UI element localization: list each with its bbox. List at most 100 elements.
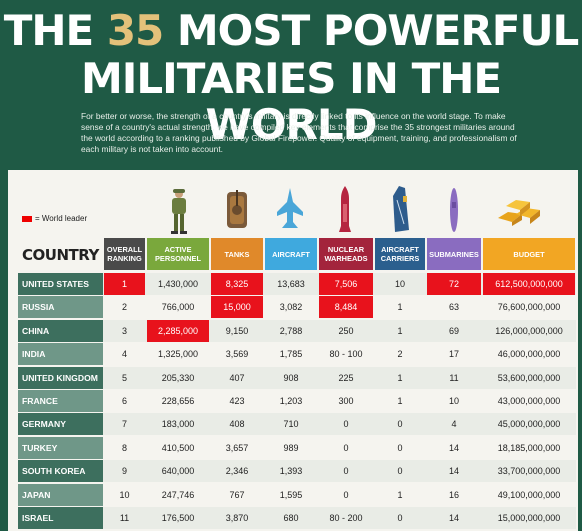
title-line-2: MILITARIES IN THE WORLD: [80, 54, 502, 149]
cell-submarines: 72: [427, 273, 481, 295]
cell-overall-ranking: 3: [121, 325, 127, 336]
cell-nuclear-warheads: 8,484: [319, 296, 373, 319]
table-row: UNITED STATES 1 1,430,000 8,325 13,683 7,506 1…: [18, 273, 576, 295]
table-row: UNITED KINGDOM 5 205,330 407 908 225 1 11 53,600…: [18, 366, 576, 389]
cell-budget: 18,185,000,000: [497, 442, 561, 453]
cell-active-personnel: 205,330: [161, 372, 195, 383]
cell-budget: 126,000,000,000: [495, 325, 563, 336]
cell-aircraft-carriers: 2: [397, 349, 403, 360]
cell-budget: 49,100,000,000: [497, 489, 561, 500]
table-row: TURKEY 8 410,500 3,657 989 0 0 14 18,185,000,000: [18, 436, 576, 459]
cell-submarines: 10: [448, 396, 459, 406]
cell-aircraft: 3,082: [279, 302, 303, 313]
cell-aircraft-carriers: 1: [397, 372, 403, 383]
country-name: SOUTH KOREA: [18, 460, 103, 483]
cell-aircraft-carriers: 10: [394, 279, 405, 289]
cell-aircraft: 989: [283, 442, 299, 453]
legend-label: = World leader: [35, 214, 88, 223]
cell-aircraft: 680: [283, 513, 299, 523]
country-name: FRANCE: [18, 390, 103, 412]
cell-budget: 76,600,000,000: [497, 302, 561, 313]
cell-submarines: 17: [448, 349, 459, 360]
cell-active-personnel: 2,285,000: [147, 319, 209, 342]
country-name: INDIA: [18, 343, 103, 366]
cell-aircraft: 1,203: [279, 396, 303, 406]
cell-active-personnel: 1,325,000: [157, 349, 199, 360]
table-row: JAPAN 10 247,746 767 1,595 0 1 16 49,100,000,000: [18, 483, 576, 506]
cell-overall-ranking: 7: [121, 419, 127, 430]
cell-overall-ranking: 2: [121, 302, 127, 313]
cell-submarines: 69: [448, 325, 459, 336]
description: For better or worse, the strength of a c…: [81, 111, 517, 154]
table-row: ISRAEL 11 176,500 3,870 680 80 - 200 0 14 15,000…: [18, 507, 576, 529]
cell-submarines: 4: [451, 419, 457, 430]
cell-active-personnel: 228,656: [161, 396, 195, 406]
cell-tanks: 9,150: [225, 325, 249, 336]
cell-aircraft-carriers: 0: [397, 466, 403, 477]
cell-nuclear-warheads: 300: [338, 396, 354, 406]
country-name: CHINA: [18, 319, 103, 342]
cell-budget: 15,000,000,000: [497, 513, 561, 523]
cell-budget: 46,000,000,000: [497, 349, 561, 360]
cell-tanks: 15,000: [211, 296, 263, 319]
country-name: RUSSIA: [18, 296, 103, 319]
title-line-1: THE 35 MOST POWERFUL: [3, 6, 580, 55]
cell-overall-ranking: 11: [119, 513, 130, 523]
cell-active-personnel: 640,000: [161, 466, 195, 477]
cell-nuclear-warheads: 0: [343, 442, 349, 453]
column-header-aircraft: AIRCRAFT: [265, 238, 317, 270]
cell-nuclear-warheads: 225: [338, 372, 354, 383]
cell-aircraft-carriers: 1: [397, 325, 403, 336]
cell-active-personnel: 183,000: [161, 419, 195, 430]
cell-aircraft: 2,788: [279, 325, 303, 336]
cell-nuclear-warheads: 0: [343, 466, 349, 477]
cell-submarines: 16: [448, 489, 459, 500]
cell-aircraft-carriers: 1: [397, 396, 403, 406]
warhead-icon: [339, 186, 351, 232]
cell-budget: 33,700,000,000: [497, 466, 561, 477]
cell-aircraft: 13,683: [277, 279, 305, 289]
cell-aircraft-carriers: 0: [397, 419, 403, 430]
cell-budget: 43,000,000,000: [497, 396, 561, 406]
table-row: FRANCE 6 228,656 423 1,203 300 1 10 43,000,000,0…: [18, 390, 576, 412]
cell-aircraft-carriers: 1: [397, 302, 403, 313]
column-header-aircraft-carriers: AIRCRAFT CARRIERS: [375, 238, 425, 270]
cell-submarines: 63: [448, 302, 459, 313]
cell-aircraft-carriers: 0: [397, 442, 403, 453]
cell-nuclear-warheads: 250: [338, 325, 354, 336]
cell-tanks: 8,325: [211, 273, 263, 295]
cell-budget: 612,500,000,000: [483, 273, 575, 295]
table-row: SOUTH KOREA 9 640,000 2,346 1,393 0 0 14 33,700,…: [18, 460, 576, 483]
header: THE 35 MOST POWERFUL MILITARIES IN THE W…: [0, 0, 582, 170]
table-row: INDIA 4 1,325,000 3,569 1,785 80 - 100 2 17 46,0…: [18, 343, 576, 366]
cell-tanks: 407: [229, 372, 245, 383]
cell-aircraft: 1,393: [279, 466, 303, 477]
cell-overall-ranking: 8: [121, 442, 127, 453]
cell-overall-ranking: 4: [121, 349, 127, 360]
column-header-active-personnel: ACTIVE PERSONNEL: [147, 238, 209, 270]
country-name: UNITED STATES: [18, 273, 103, 295]
cell-tanks: 3,657: [225, 442, 249, 453]
cell-nuclear-warheads: 7,506: [319, 273, 373, 295]
gold-bars-icon: [498, 200, 540, 226]
country-name: GERMANY: [18, 413, 103, 436]
carrier-icon: [393, 186, 409, 232]
cell-overall-ranking: 6: [121, 396, 127, 406]
cell-nuclear-warheads: 80 - 200: [329, 513, 363, 523]
cell-tanks: 423: [229, 396, 245, 406]
country-name: TURKEY: [18, 436, 103, 459]
country-header: COUNTRY: [22, 246, 99, 264]
cell-tanks: 2,346: [225, 466, 249, 477]
cell-tanks: 767: [229, 489, 245, 500]
cell-overall-ranking: 10: [119, 489, 130, 500]
tank-icon: [227, 190, 247, 228]
cell-nuclear-warheads: 0: [343, 419, 349, 430]
column-header-nuclear-warheads: NUCLEAR WARHEADS: [319, 238, 373, 270]
column-header-tanks: TANKS: [211, 238, 263, 270]
column-header-budget: BUDGET: [483, 238, 575, 270]
cell-budget: 45,000,000,000: [497, 419, 561, 430]
column-header-overall-ranking: OVERALL RANKING: [104, 238, 145, 270]
cell-overall-ranking: 1: [104, 273, 145, 295]
cell-nuclear-warheads: 0: [343, 489, 349, 500]
jet-icon: [277, 188, 303, 228]
